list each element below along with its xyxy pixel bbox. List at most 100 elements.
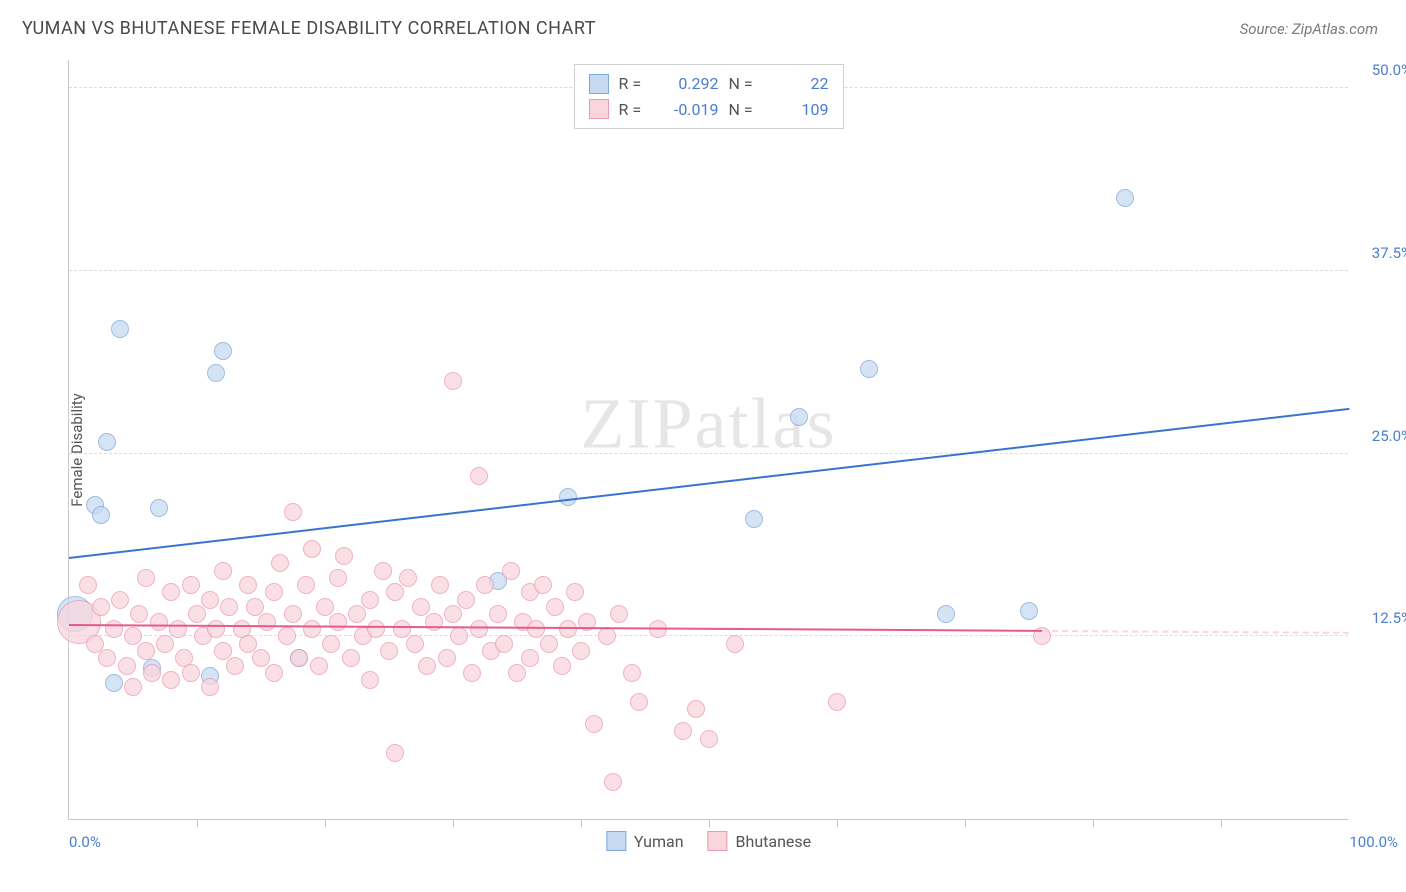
data-point xyxy=(252,649,270,667)
series-legend: Yuman Bhutanese xyxy=(606,831,811,851)
data-point xyxy=(745,510,763,528)
data-point xyxy=(412,598,430,616)
data-point xyxy=(790,408,808,426)
data-point xyxy=(470,467,488,485)
data-point xyxy=(860,360,878,378)
data-point xyxy=(674,722,692,740)
data-point xyxy=(444,605,462,623)
data-point xyxy=(278,627,296,645)
legend-label: Yuman xyxy=(634,832,684,851)
data-point xyxy=(137,642,155,660)
data-point xyxy=(361,591,379,609)
data-point xyxy=(508,664,526,682)
data-point xyxy=(406,635,424,653)
data-point xyxy=(604,773,622,791)
data-point xyxy=(502,562,520,580)
x-tick xyxy=(453,819,454,827)
y-tick-label: 25.0% xyxy=(1372,427,1406,445)
data-point xyxy=(322,635,340,653)
data-point xyxy=(546,598,564,616)
stat-r-label: R = xyxy=(619,71,649,97)
data-point xyxy=(226,657,244,675)
data-point xyxy=(271,554,289,572)
data-point xyxy=(431,576,449,594)
data-point xyxy=(220,598,238,616)
data-point xyxy=(214,342,232,360)
data-point xyxy=(687,700,705,718)
data-point xyxy=(284,503,302,521)
data-point xyxy=(937,605,955,623)
x-axis-min-label: 0.0% xyxy=(69,833,101,851)
data-point xyxy=(105,620,123,638)
data-point xyxy=(438,649,456,667)
data-point xyxy=(380,642,398,660)
data-point xyxy=(623,664,641,682)
data-point xyxy=(1116,189,1134,207)
data-point xyxy=(329,569,347,587)
data-point xyxy=(150,613,168,631)
data-point xyxy=(418,657,436,675)
data-point xyxy=(610,605,628,623)
data-point xyxy=(86,635,104,653)
data-point xyxy=(444,372,462,390)
data-point xyxy=(258,613,276,631)
data-point xyxy=(156,635,174,653)
data-point xyxy=(348,605,366,623)
legend-item: Yuman xyxy=(606,831,684,851)
data-point xyxy=(111,320,129,338)
data-point xyxy=(284,605,302,623)
data-point xyxy=(303,540,321,558)
data-point xyxy=(386,583,404,601)
stat-r-label: R = xyxy=(619,97,649,123)
source-attribution: Source: ZipAtlas.com xyxy=(1240,20,1378,38)
stats-legend: R =0.292N =22R =-0.019N =109 xyxy=(574,64,844,129)
data-point xyxy=(265,583,283,601)
data-point xyxy=(265,664,283,682)
y-tick-label: 50.0% xyxy=(1372,61,1406,79)
data-point xyxy=(399,569,417,587)
data-point xyxy=(137,569,155,587)
data-point xyxy=(162,583,180,601)
x-axis-max-label: 100.0% xyxy=(1349,833,1398,851)
legend-stats-row: R =0.292N =22 xyxy=(589,71,829,97)
data-point xyxy=(457,591,475,609)
data-point xyxy=(124,627,142,645)
data-point xyxy=(463,664,481,682)
legend-label: Bhutanese xyxy=(736,832,812,851)
data-point xyxy=(1020,602,1038,620)
chart-title: YUMAN VS BHUTANESE FEMALE DISABILITY COR… xyxy=(22,18,596,39)
gridline xyxy=(69,453,1348,454)
data-point xyxy=(111,591,129,609)
data-point xyxy=(98,433,116,451)
data-point xyxy=(214,562,232,580)
data-point xyxy=(182,576,200,594)
data-point xyxy=(303,620,321,638)
data-point xyxy=(828,693,846,711)
gridline xyxy=(69,635,1348,636)
legend-stats-row: R =-0.019N =109 xyxy=(589,97,829,123)
stat-r-value: -0.019 xyxy=(659,97,719,123)
data-point xyxy=(316,598,334,616)
data-point xyxy=(169,620,187,638)
stat-n-value: 22 xyxy=(769,71,829,97)
stat-n-value: 109 xyxy=(769,97,829,123)
data-point xyxy=(476,576,494,594)
data-point xyxy=(162,671,180,689)
stat-r-value: 0.292 xyxy=(659,71,719,97)
data-point xyxy=(374,562,392,580)
gridline xyxy=(69,270,1348,271)
legend-swatch xyxy=(589,74,609,94)
data-point xyxy=(495,635,513,653)
data-point xyxy=(310,657,328,675)
data-point xyxy=(130,605,148,623)
x-tick xyxy=(837,819,838,827)
data-point xyxy=(527,620,545,638)
data-point xyxy=(367,620,385,638)
data-point xyxy=(207,364,225,382)
data-point xyxy=(124,678,142,696)
data-point xyxy=(182,664,200,682)
data-point xyxy=(335,547,353,565)
x-tick xyxy=(197,819,198,827)
data-point xyxy=(566,583,584,601)
y-tick-label: 37.5% xyxy=(1372,244,1406,262)
